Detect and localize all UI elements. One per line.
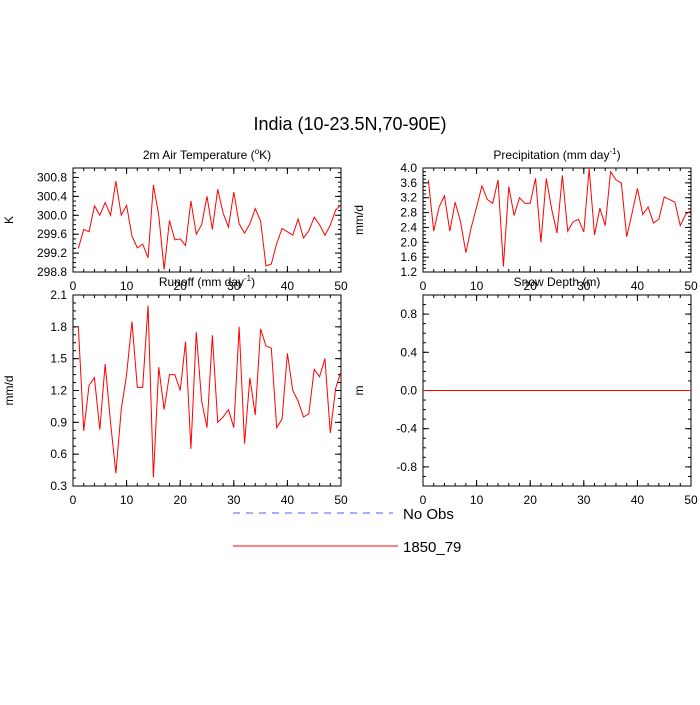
- x-tick-label: 0: [420, 279, 427, 293]
- y-tick-label: 300.0: [37, 208, 67, 222]
- plot-frame: [422, 167, 692, 273]
- y-tick-label: 1.2: [400, 265, 417, 279]
- x-tick-label: 40: [631, 279, 645, 293]
- x-tick-label: 0: [70, 279, 77, 293]
- series-line-0: [77, 305, 342, 478]
- panel-title: Runoff (mm day-1): [159, 274, 255, 289]
- chart-panel-3: Snow Depth (m)m-0.8-0.40.00.40.80 10 20 30 4…: [352, 275, 698, 507]
- y-tick-label: -0.8: [396, 460, 417, 474]
- chart-panel-2: Runoff (mm day-1) mm/d 0.3 0.6 0.9 1.2 1.5 1.8 2…: [2, 274, 348, 507]
- x-tick-label: 10: [470, 493, 484, 507]
- panel-title: Snow Depth (m): [514, 275, 601, 289]
- y-axis-label: m: [352, 386, 366, 396]
- x-tick-label: 50: [334, 279, 348, 293]
- x-tick-label: 40: [281, 279, 295, 293]
- x-tick-label: 0: [420, 493, 427, 507]
- x-tick-label: 30: [577, 493, 591, 507]
- figure-title: India (10-23.5N,70-90E): [253, 114, 446, 134]
- x-tick-label: 30: [227, 279, 241, 293]
- y-axis-label: mm/d: [2, 376, 16, 406]
- legend-no-obs-label: No Obs: [403, 506, 454, 523]
- y-axis-label: mm/d: [352, 205, 366, 235]
- y-tick-label: 0.0: [400, 384, 417, 398]
- x-tick-label: 30: [227, 493, 241, 507]
- y-tick-label: 3.6: [400, 176, 417, 190]
- x-tick-label: 40: [631, 493, 645, 507]
- x-tick-label: 20: [524, 493, 538, 507]
- x-tick-label: 50: [684, 279, 698, 293]
- y-tick-label: 300.4: [37, 189, 67, 203]
- x-tick-label: 10: [120, 279, 134, 293]
- y-tick-label: 3.2: [400, 191, 417, 205]
- series-line-0: [427, 168, 692, 267]
- x-tick-label: 30: [577, 279, 591, 293]
- x-tick-label: 0: [70, 493, 77, 507]
- y-tick-label: -0.4: [396, 422, 417, 436]
- y-tick-label: 299.2: [37, 246, 67, 260]
- panel-title: 2m Air Temperature (oK): [143, 147, 271, 162]
- y-tick-label: 0.6: [50, 447, 67, 461]
- x-tick-label: 50: [684, 493, 698, 507]
- chart-panel-1: Precipitation (mm day-1) mm/d 1.21.62.02.4…: [352, 147, 698, 293]
- plot-frame: [72, 167, 342, 273]
- y-axis-label: K: [2, 216, 16, 224]
- y-tick-label: 0.9: [50, 415, 67, 429]
- x-tick-label: 20: [174, 279, 188, 293]
- x-tick-label: 10: [470, 279, 484, 293]
- y-tick-label: 1.6: [400, 250, 417, 264]
- chart-panel-0: 2m Air Temperature (oK) K 298.8 299.2 299.6 3…: [2, 147, 348, 293]
- y-tick-label: 299.6: [37, 227, 67, 241]
- y-tick-label: 0.8: [400, 307, 417, 321]
- legend-1850-79-label: 1850_79: [403, 539, 461, 556]
- x-tick-label: 20: [174, 493, 188, 507]
- y-tick-label: 2.0: [400, 235, 417, 249]
- y-tick-label: 4.0: [400, 161, 417, 175]
- plot-frame: [72, 294, 342, 487]
- x-tick-label: 40: [281, 493, 295, 507]
- y-tick-label: 1.2: [50, 384, 67, 398]
- chart-panels: 2m Air Temperature (oK) K 298.8 299.2 299.6 3…: [2, 147, 698, 507]
- x-tick-label: 20: [524, 279, 538, 293]
- y-tick-label: 1.5: [50, 352, 67, 366]
- y-tick-label: 298.8: [37, 265, 67, 279]
- legend: No Obs 1850_79: [233, 506, 461, 556]
- y-tick-label: 2.8: [400, 206, 417, 220]
- y-tick-label: 0.3: [50, 479, 67, 493]
- y-tick-label: 1.8: [50, 320, 67, 334]
- x-tick-label: 10: [120, 493, 134, 507]
- x-tick-label: 50: [334, 493, 348, 507]
- y-tick-label: 300.8: [37, 170, 67, 184]
- y-tick-label: 0.4: [400, 345, 417, 359]
- y-tick-label: 2.1: [50, 288, 67, 302]
- y-tick-label: 2.4: [400, 220, 417, 234]
- panel-title: Precipitation (mm day-1): [493, 147, 620, 162]
- series-line-0: [77, 181, 342, 270]
